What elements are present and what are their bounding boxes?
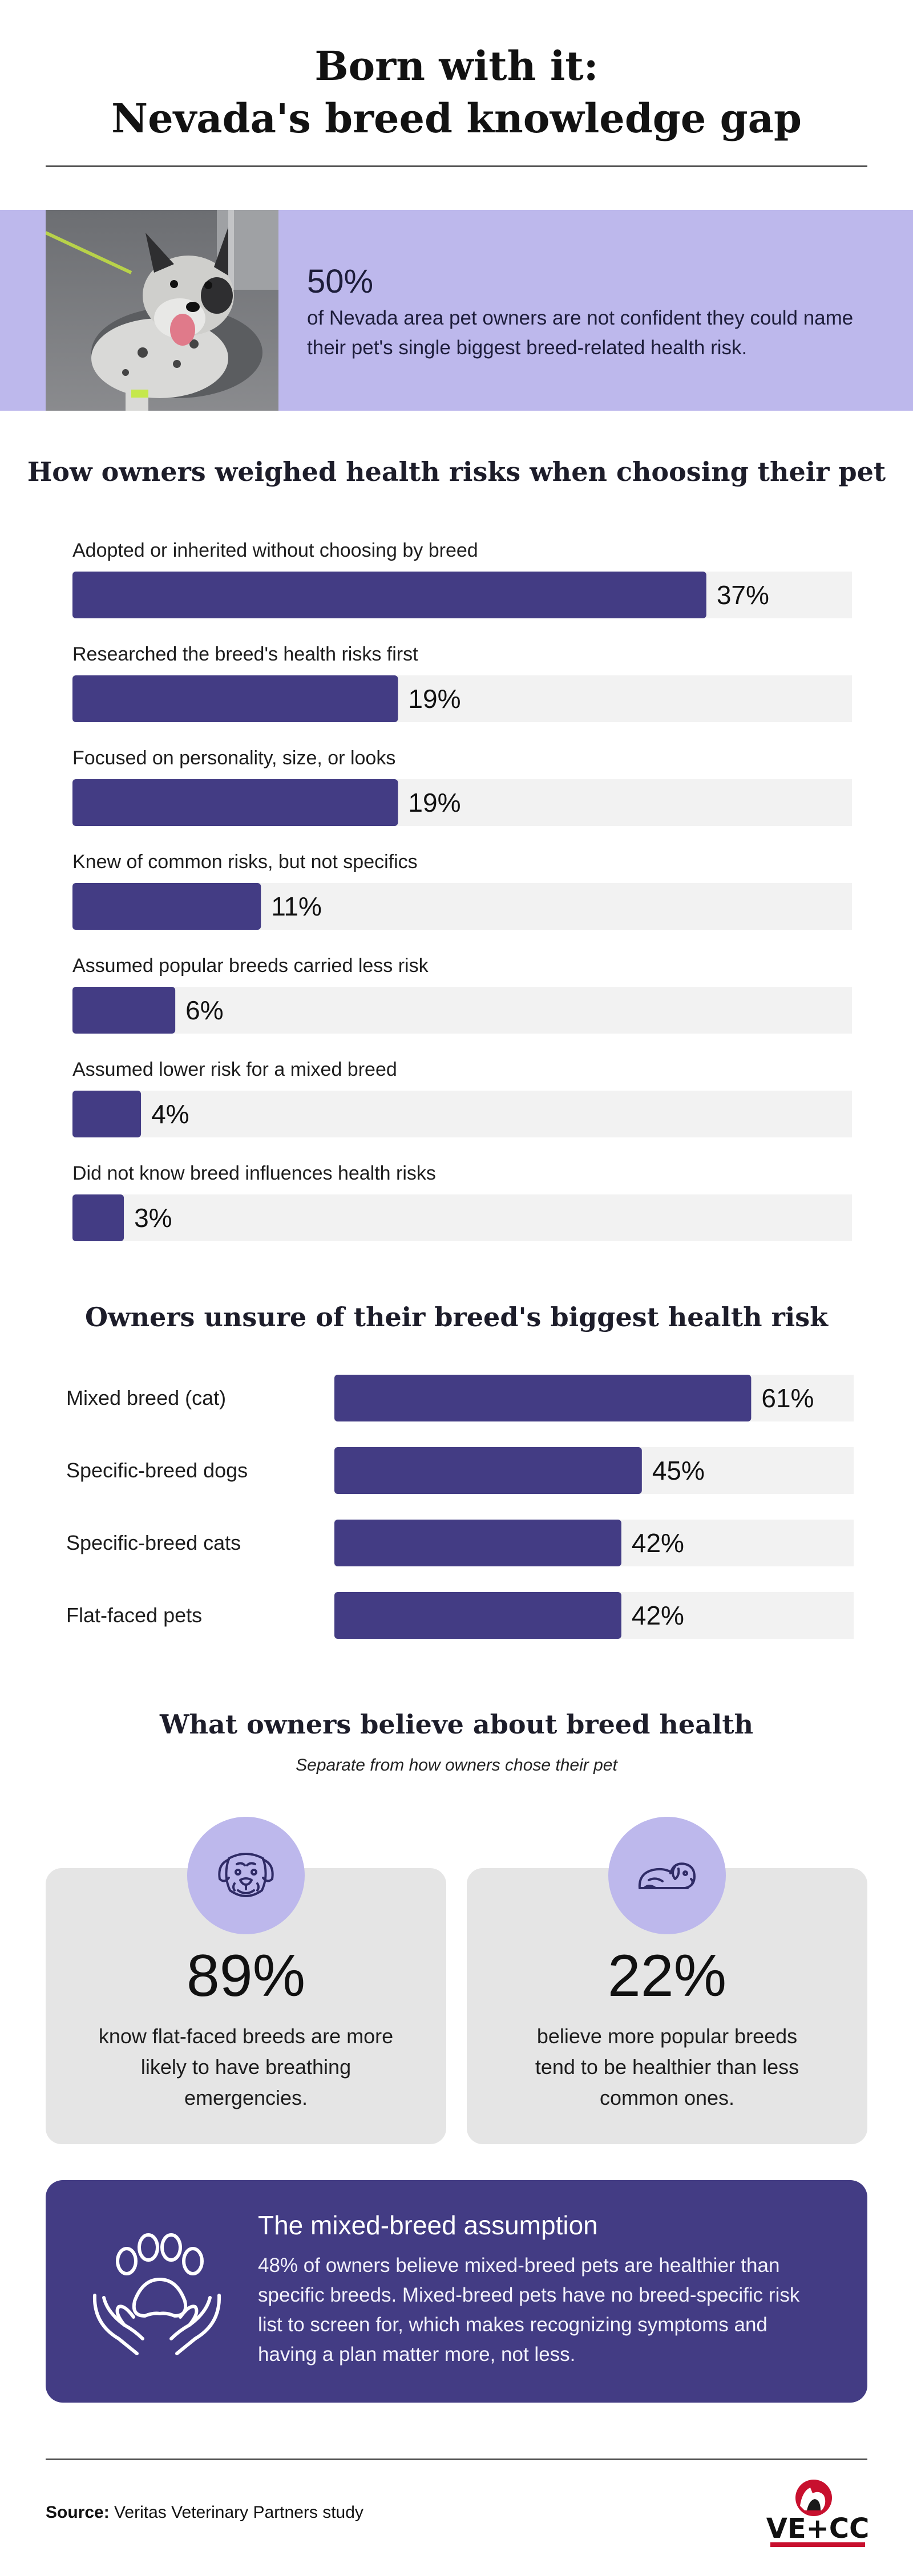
- chart1-category-label: Knew of common risks, but not specifics: [72, 851, 418, 873]
- hero-banner: 50% of Nevada area pet owners are not co…: [0, 210, 913, 411]
- chart1-bar: [72, 572, 706, 618]
- footer-divider: [46, 2458, 867, 2460]
- paw-in-hands-icon: [92, 2233, 221, 2355]
- belief-card-text: believe more popular breeds tend to be h…: [535, 2024, 799, 2109]
- source-text: Veritas Veterinary Partners study: [109, 2503, 363, 2522]
- page-title: Born with it: Nevada's breed knowledge g…: [0, 40, 913, 145]
- chart1-bar-track: [72, 1194, 852, 1241]
- chart1-category-label: Did not know breed influences health ris…: [72, 1163, 436, 1184]
- chart2-bar: [334, 1375, 752, 1421]
- source-label: Source:: [46, 2503, 110, 2522]
- chart1-value-label: 3%: [134, 1203, 172, 1233]
- mixed-breed-callout: The mixed-breed assumption 48% of owners…: [46, 2180, 867, 2403]
- beliefs-title: What owners believe about breed health: [159, 1709, 754, 1740]
- belief-card-percent: 89%: [186, 1943, 306, 2009]
- chart2-category-label: Specific-breed cats: [66, 1531, 241, 1554]
- chart1-bar: [72, 779, 398, 826]
- chart2-category-label: Specific-breed dogs: [66, 1459, 248, 1482]
- belief-card-percent: 22%: [607, 1943, 727, 2009]
- chart1-value-label: 4%: [151, 1099, 189, 1129]
- chart2-category-label: Mixed breed (cat): [66, 1386, 226, 1409]
- chart2-value-label: 42%: [632, 1528, 684, 1558]
- hero-percent: 50%: [307, 263, 374, 300]
- chart1-value-label: 11%: [271, 892, 322, 921]
- chart2-value-label: 42%: [632, 1601, 684, 1630]
- chart1-bar-track: [72, 987, 852, 1034]
- chart1-bar: [72, 1091, 142, 1137]
- chart2-unsure-by-breed: Mixed breed (cat) 61% Specific-breed dogs 4…: [66, 1375, 854, 1639]
- chart1-risk-weighing: Adopted or inherited without choosing by…: [72, 540, 852, 1241]
- chart1-value-label: 37%: [717, 580, 769, 610]
- chart1-category-label: Assumed lower risk for a mixed breed: [72, 1059, 397, 1080]
- mixed-breed-title: The mixed-breed assumption: [258, 2210, 598, 2240]
- chart1-category-label: Researched the breed's health risks firs…: [72, 643, 418, 665]
- dog-photo: [46, 210, 278, 411]
- flat-faced-dog-icon: [187, 1817, 305, 1934]
- chart1-value-label: 6%: [185, 995, 223, 1025]
- sleeping-dog-icon: [608, 1817, 726, 1934]
- mixed-breed-body: 48% of owners believe mixed-breed pets a…: [258, 2254, 800, 2366]
- chart1-category-label: Focused on personality, size, or looks: [72, 747, 395, 769]
- title-divider: [46, 165, 867, 167]
- chart2-category-label: Flat-faced pets: [66, 1603, 202, 1627]
- vecc-logo-icon: VE+CC: [766, 2480, 870, 2547]
- logo-text: VE+CC: [766, 2513, 870, 2545]
- chart1-title: How owners weighed health risks when cho…: [27, 456, 886, 487]
- belief-card-text: know flat-faced breeds are more likely t…: [98, 2024, 394, 2109]
- title-line-1: Born with it:: [314, 42, 599, 90]
- chart2-value-label: 61%: [761, 1383, 814, 1413]
- chart1-value-label: 19%: [408, 788, 460, 817]
- chart1-bar: [72, 675, 398, 722]
- chart2-bar: [334, 1447, 642, 1494]
- source-line: Source: Veritas Veterinary Partners stud…: [46, 2503, 363, 2522]
- chart1-bar: [72, 883, 261, 930]
- chart2-bar: [334, 1592, 621, 1639]
- chart2-value-label: 45%: [652, 1456, 705, 1485]
- chart1-bar: [72, 1194, 124, 1241]
- title-line-2: Nevada's breed knowledge gap: [111, 95, 802, 142]
- chart1-bar-track: [72, 1091, 852, 1137]
- chart1-category-label: Adopted or inherited without choosing by…: [72, 540, 478, 561]
- chart2-bar: [334, 1520, 621, 1566]
- chart1-category-label: Assumed popular breeds carried less risk: [72, 955, 429, 977]
- chart1-value-label: 19%: [408, 684, 460, 714]
- beliefs-subtitle: Separate from how owners chose their pet: [296, 1756, 617, 1775]
- hero-text: of Nevada area pet owners are not confid…: [307, 307, 854, 359]
- chart1-bar: [72, 987, 176, 1034]
- chart2-title: Owners unsure of their breed's biggest h…: [84, 1302, 829, 1332]
